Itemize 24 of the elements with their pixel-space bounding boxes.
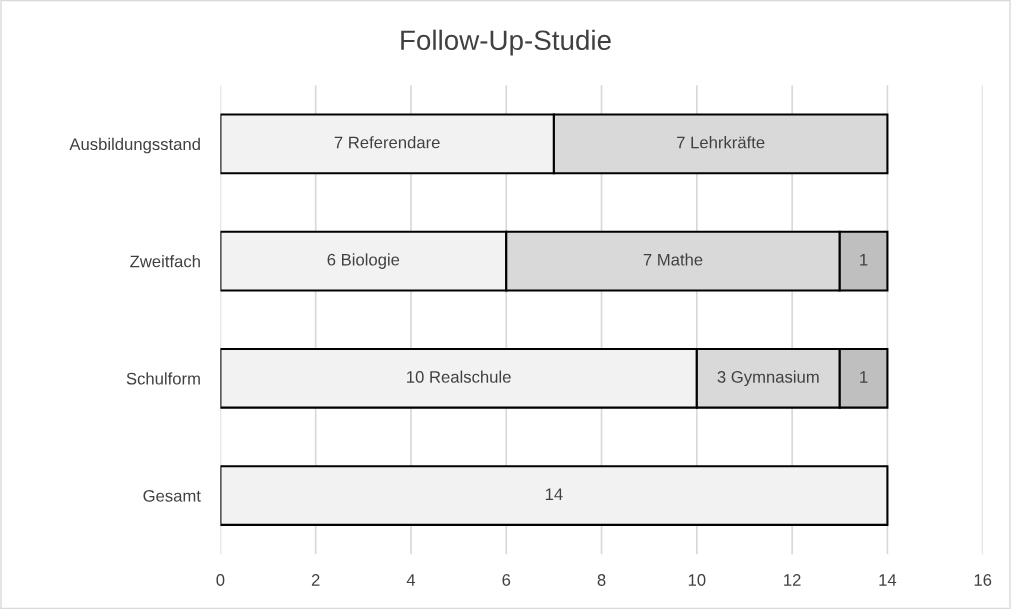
data-label: 14 <box>545 488 563 500</box>
y-tick-label: Ausbildungsstand <box>69 137 200 154</box>
x-tick-label: 6 <box>502 574 511 586</box>
x-tick-label: 8 <box>597 574 606 586</box>
y-tick-label: Gesamt <box>143 489 201 502</box>
x-tick-label: 0 <box>216 574 225 586</box>
bar <box>220 465 889 526</box>
x-tick-label: 12 <box>784 574 801 586</box>
y-tick-label: Zweitfach <box>130 255 200 268</box>
data-label: 7 Lehrkräfte <box>677 136 765 149</box>
data-label: 1 <box>860 371 868 383</box>
x-tick-label: 14 <box>879 574 897 586</box>
data-label: 7 Referendare <box>334 136 440 149</box>
x-tick-label: 2 <box>311 574 320 586</box>
data-label: 7 Mathe <box>643 253 703 266</box>
data-label: 10 Realschule <box>407 370 511 383</box>
data-label: 1 <box>860 253 868 266</box>
data-label: 6 Biologie <box>327 253 400 269</box>
y-tick-label: Schulform <box>126 372 200 385</box>
x-tick-label: 16 <box>974 574 992 586</box>
x-tick-label: 4 <box>406 574 416 586</box>
chart-title: Follow-Up-Studie <box>401 29 611 56</box>
x-tick-label: 10 <box>688 574 706 586</box>
data-label: 3 Gymnasium <box>717 370 819 387</box>
